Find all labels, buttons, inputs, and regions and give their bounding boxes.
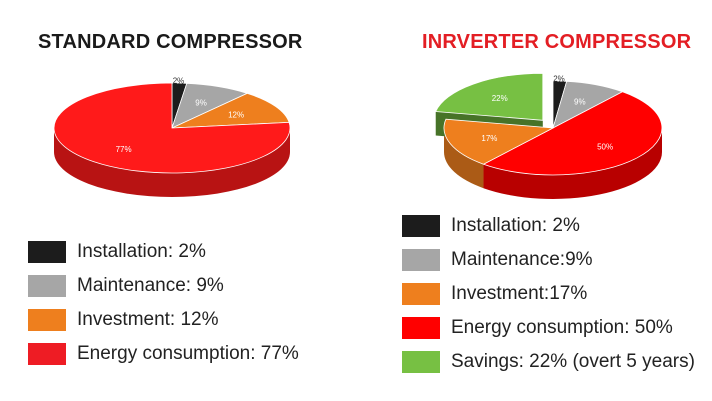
legend-label: Energy consumption: 77% xyxy=(77,343,299,364)
legend-label: Installation: 2% xyxy=(77,241,206,262)
legend-item-investment: Investment:17% xyxy=(402,277,695,311)
legend-item-maintenance: Maintenance:9% xyxy=(402,243,695,277)
legend-swatch xyxy=(402,249,440,271)
legend-item-energy: Energy consumption: 77% xyxy=(28,337,299,371)
pie-inverter: 2% 9% 50% 17% 22% xyxy=(435,72,663,199)
pie-slice-investment xyxy=(171,92,290,129)
pie-wall-energy-consumption xyxy=(54,128,290,197)
pie-data-label: 50% xyxy=(597,143,613,152)
legend-swatch xyxy=(402,351,440,373)
legend-label: Investment:17% xyxy=(451,283,588,304)
legend-swatch xyxy=(28,241,66,263)
pie-slice-energy-consumption xyxy=(482,91,663,176)
legend-swatch xyxy=(402,317,440,339)
legend-label: Energy consumption: 50% xyxy=(451,317,673,338)
legend-label: Savings: 22% (overt 5 years) xyxy=(451,351,695,372)
pie-data-label: 17% xyxy=(481,134,497,143)
pie-data-label: 77% xyxy=(116,145,132,154)
pie-data-label: 2% xyxy=(553,75,565,84)
pie-slice-energy-consumption xyxy=(53,82,291,174)
pie-data-label: 9% xyxy=(195,98,207,107)
legend-item-savings: Savings: 22% (overt 5 years) xyxy=(402,345,695,379)
pie-data-label: 12% xyxy=(228,111,244,120)
legend-swatch xyxy=(28,343,66,365)
pie-data-label: 22% xyxy=(492,94,508,103)
legend-label: Maintenance:9% xyxy=(451,249,593,270)
pie-wall-investment xyxy=(444,128,484,189)
legend-label: Installation: 2% xyxy=(451,215,580,236)
legend-item-maintenance: Maintenance: 9% xyxy=(28,269,299,303)
legend-standard: Installation: 2% Maintenance: 9% Investm… xyxy=(28,235,299,371)
legend-item-investment: Investment: 12% xyxy=(28,303,299,337)
legend-swatch xyxy=(28,275,66,297)
chart-title-standard: STANDARD COMPRESSOR xyxy=(38,31,303,53)
pie-data-label: 2% xyxy=(173,76,185,85)
legend-item-energy: Energy consumption: 50% xyxy=(402,311,695,345)
chart-title-inverter: INRVERTER COMPRESSOR xyxy=(422,31,692,53)
pie-slice-investment xyxy=(443,118,555,165)
pie-wall-energy-consumption xyxy=(483,128,662,199)
legend-label: Maintenance: 9% xyxy=(77,275,224,296)
pie-slice-savings xyxy=(435,72,544,121)
legend-item-installation: Installation: 2% xyxy=(28,235,299,269)
legend-inverter: Installation: 2% Maintenance:9% Investme… xyxy=(402,209,695,379)
legend-label: Investment: 12% xyxy=(77,309,219,330)
legend-swatch xyxy=(28,309,66,331)
pie-data-label: 9% xyxy=(574,97,586,106)
legend-swatch xyxy=(402,283,440,305)
legend-swatch xyxy=(402,215,440,237)
legend-item-installation: Installation: 2% xyxy=(402,209,695,243)
pie-standard: 2% 9% 12% 77% xyxy=(53,76,291,197)
